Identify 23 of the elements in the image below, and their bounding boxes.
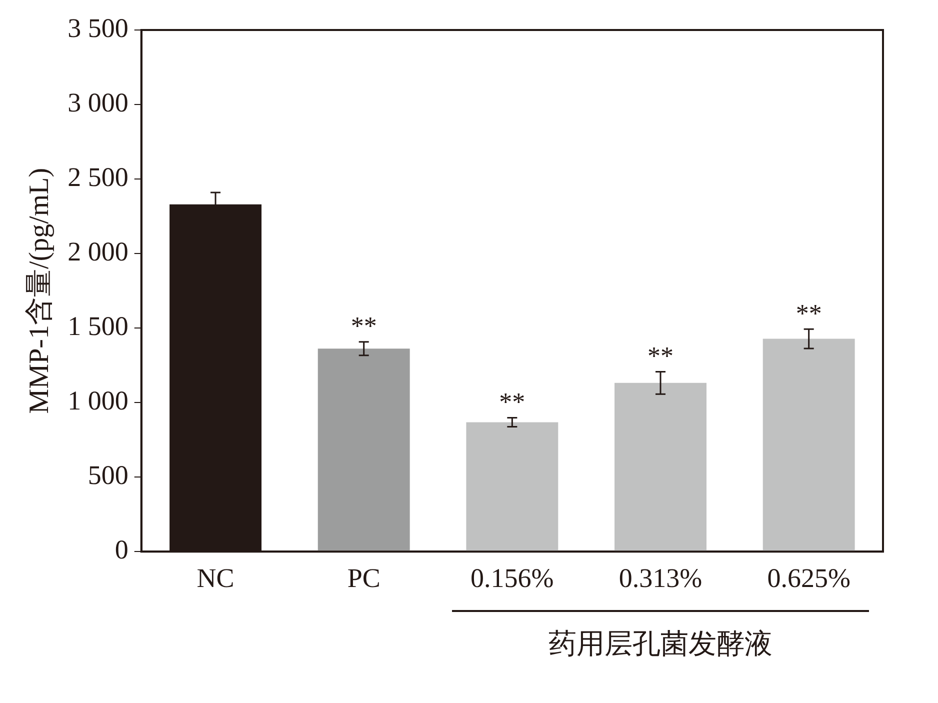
bar: [466, 422, 558, 552]
x-tick-label: 0.156%: [470, 562, 554, 593]
y-tick-label: 3 000: [68, 88, 128, 118]
y-tick-label: 0: [114, 534, 128, 565]
bar: [614, 382, 706, 552]
x-tick-label: NC: [196, 562, 234, 593]
y-tick-label: 3 500: [68, 13, 128, 44]
y-axis-title: MMP-1含量/(pg/mL): [24, 168, 56, 414]
x-axis-title: 药用层孔菌发酵液: [548, 628, 772, 662]
data-label: **: [499, 388, 526, 417]
y-tick-label: 1 500: [68, 311, 128, 342]
bar: [762, 338, 855, 552]
data-label: **: [796, 298, 822, 328]
x-tick-label: PC: [347, 562, 380, 593]
x-tick-label: 0.625%: [767, 562, 850, 593]
data-label: **: [648, 342, 674, 371]
y-tick-label: 1 000: [68, 386, 128, 416]
bar: [318, 348, 410, 552]
data-label: **: [350, 312, 377, 341]
x-tick-label: 0.313%: [618, 562, 702, 593]
y-tick-label: 2 500: [68, 162, 128, 192]
y-tick-label: 2 000: [68, 236, 128, 267]
y-tick-label: 500: [88, 460, 128, 490]
